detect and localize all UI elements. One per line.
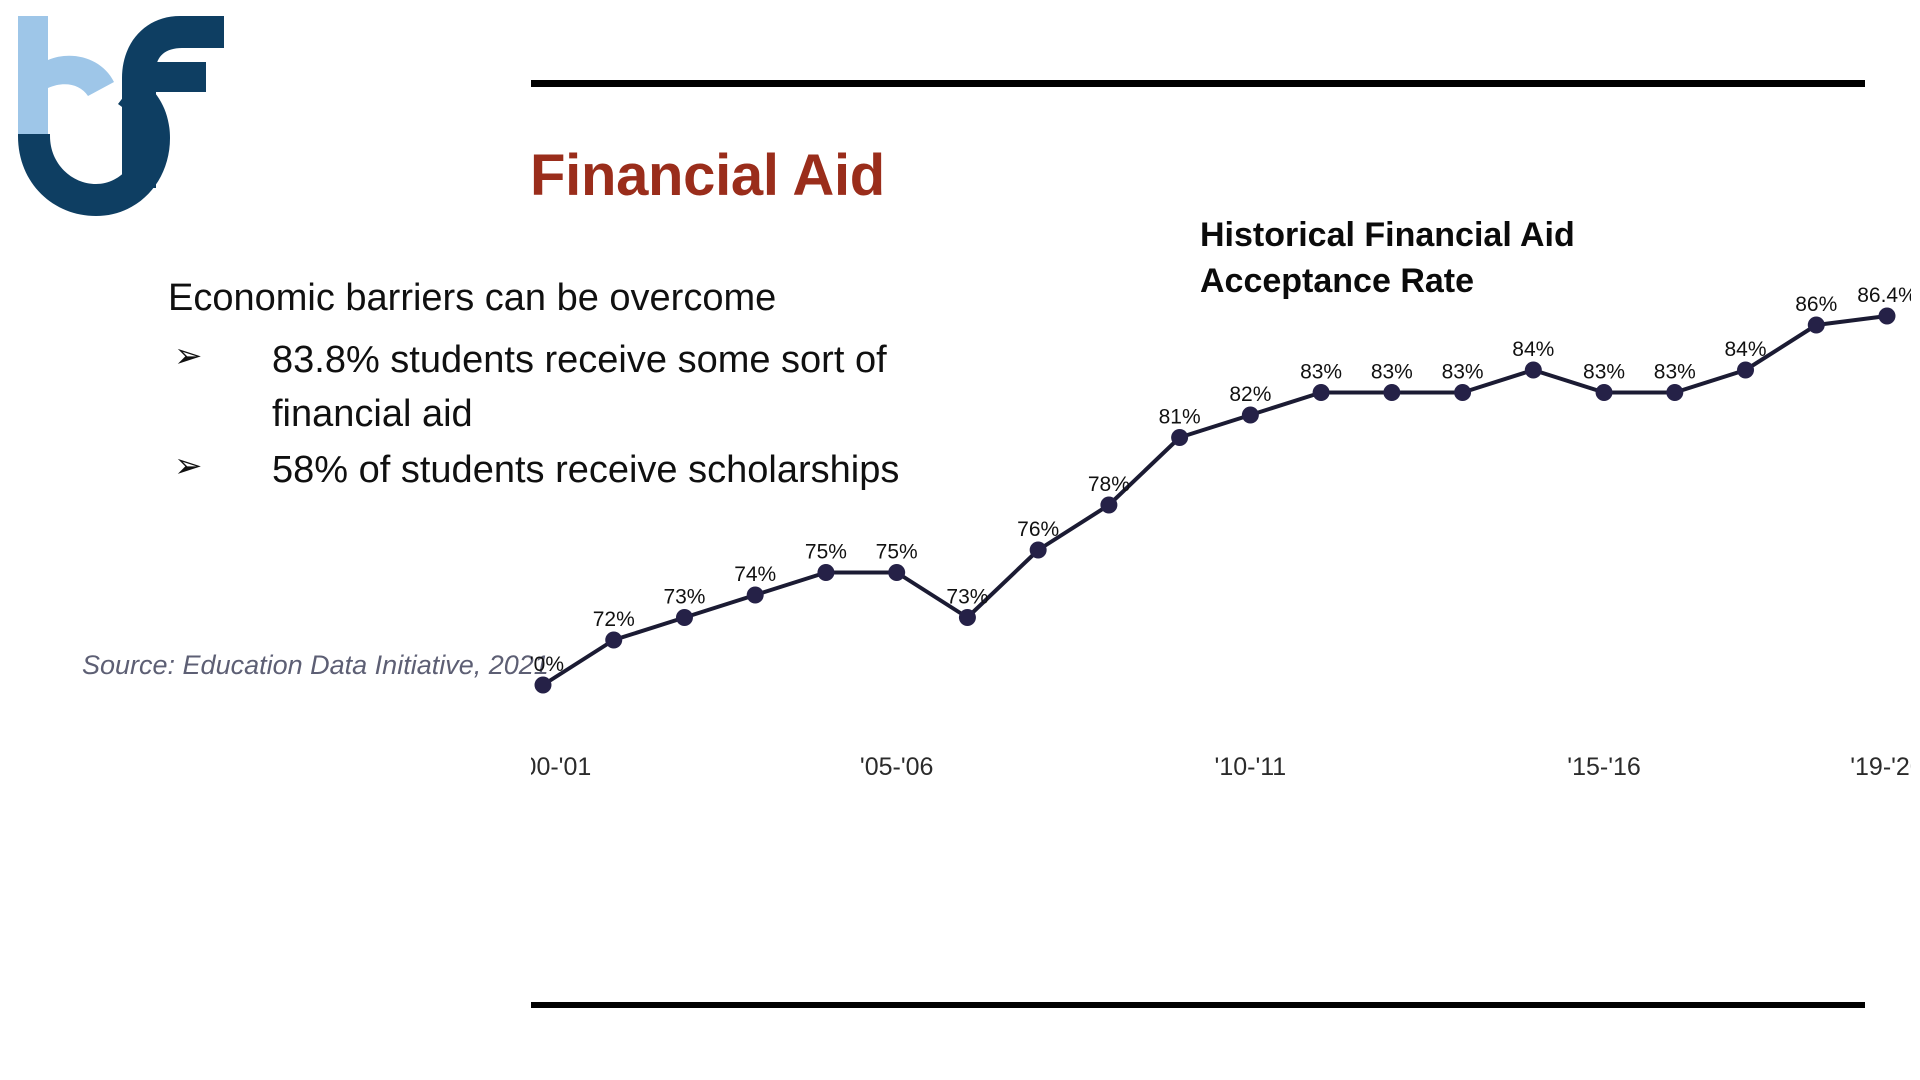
data-point-label: 76% [1017, 518, 1059, 541]
data-point [888, 564, 906, 581]
data-point-label: 82% [1229, 383, 1271, 406]
data-point-label: 84% [1725, 338, 1767, 361]
data-point [1383, 384, 1401, 401]
data-point-label: 86.4% [1857, 284, 1911, 307]
data-point [1807, 316, 1825, 334]
data-point-label: 72% [593, 608, 635, 631]
data-point [1737, 361, 1755, 379]
series-point-labels: 70% 72% 73% 74% 75% 75% 73% 76% 78% 81% 82% 83% 83% 8… [531, 284, 1911, 676]
line-chart: 70% 72% 73% 74% 75% 75% 73% 76% 78% 81% 82% 83% 83% 8… [531, 250, 1911, 995]
lead-line: Economic barriers can be overcome [168, 277, 777, 319]
chart-title: Historical Financial Aid Acceptance Rate [1200, 212, 1760, 304]
data-point-label: 83% [1371, 361, 1413, 384]
list-item-label: 58% of students receive scholarships [272, 449, 900, 492]
data-point [746, 586, 764, 604]
data-point-label: 83% [1583, 361, 1625, 384]
data-point [1595, 384, 1613, 401]
bullet-list: ➢ 83.8% students receive some sort of fi… [168, 334, 998, 498]
top-divider-rule [531, 80, 1865, 87]
data-point [1241, 406, 1259, 424]
bottom-divider-rule [531, 1002, 1865, 1008]
data-point-label: 73% [663, 586, 705, 609]
arrow-bullet-icon: ➢ [174, 447, 203, 486]
data-point [1171, 429, 1189, 446]
data-point-label: 81% [1159, 406, 1201, 429]
chart-title-line-1: Historical Financial Aid [1200, 216, 1575, 254]
data-point [1524, 361, 1542, 379]
data-point [817, 564, 835, 581]
data-point-label: 86% [1795, 293, 1837, 316]
series-points [534, 307, 1896, 694]
data-point-label: 73% [946, 586, 988, 609]
bf-logo [10, 8, 230, 223]
data-point-label: 83% [1300, 361, 1342, 384]
data-point [675, 609, 693, 626]
data-point-label: 74% [734, 563, 776, 586]
list-item: ➢ 58% of students receive scholarships [168, 444, 998, 498]
source-attribution: Source: Education Data Initiative, 2021 [82, 650, 549, 680]
data-point [1878, 307, 1896, 325]
x-axis-tick: '15-'16 [1567, 753, 1641, 781]
series-line [541, 314, 1889, 687]
data-point [1029, 541, 1047, 559]
x-axis-tick-labels: 2000-'01 '05-'06 '10-'11 '15-'16 '19-'20 [531, 753, 1911, 781]
chart-svg: 70% 72% 73% 74% 75% 75% 73% 76% 78% 81% 82% 83% 83% 8… [531, 284, 1911, 781]
data-point [534, 676, 552, 694]
chart-title-line-2: Acceptance Rate [1200, 262, 1475, 301]
x-axis-tick: '19-'20 [1850, 753, 1911, 781]
data-point-label: 83% [1442, 361, 1484, 384]
data-point-label: 83% [1654, 361, 1696, 384]
logo-letter-f [122, 16, 224, 188]
body-copy-block: Economic barriers can be overcome ➢ 83.8… [168, 275, 998, 500]
data-point-label: 75% [876, 541, 918, 564]
x-axis-tick: 2000-'01 [531, 753, 591, 781]
data-point-label: 84% [1512, 338, 1554, 361]
data-point [605, 631, 623, 649]
data-point [1454, 384, 1472, 401]
data-point-label: 70% [531, 653, 564, 676]
data-point-label: 75% [805, 541, 847, 564]
data-point [1666, 384, 1684, 401]
list-item-label: 83.8% students receive some sort of fina… [272, 339, 887, 436]
arrow-bullet-icon: ➢ [174, 337, 203, 376]
list-item: ➢ 83.8% students receive some sort of fi… [168, 334, 998, 442]
page-title: Financial Aid [530, 143, 885, 208]
x-axis-tick: '05-'06 [860, 753, 934, 781]
data-point-label: 78% [1088, 473, 1130, 496]
data-point [1100, 496, 1118, 514]
data-point [1312, 384, 1330, 401]
x-axis-tick: '10-'11 [1215, 753, 1287, 781]
data-point [958, 609, 976, 626]
